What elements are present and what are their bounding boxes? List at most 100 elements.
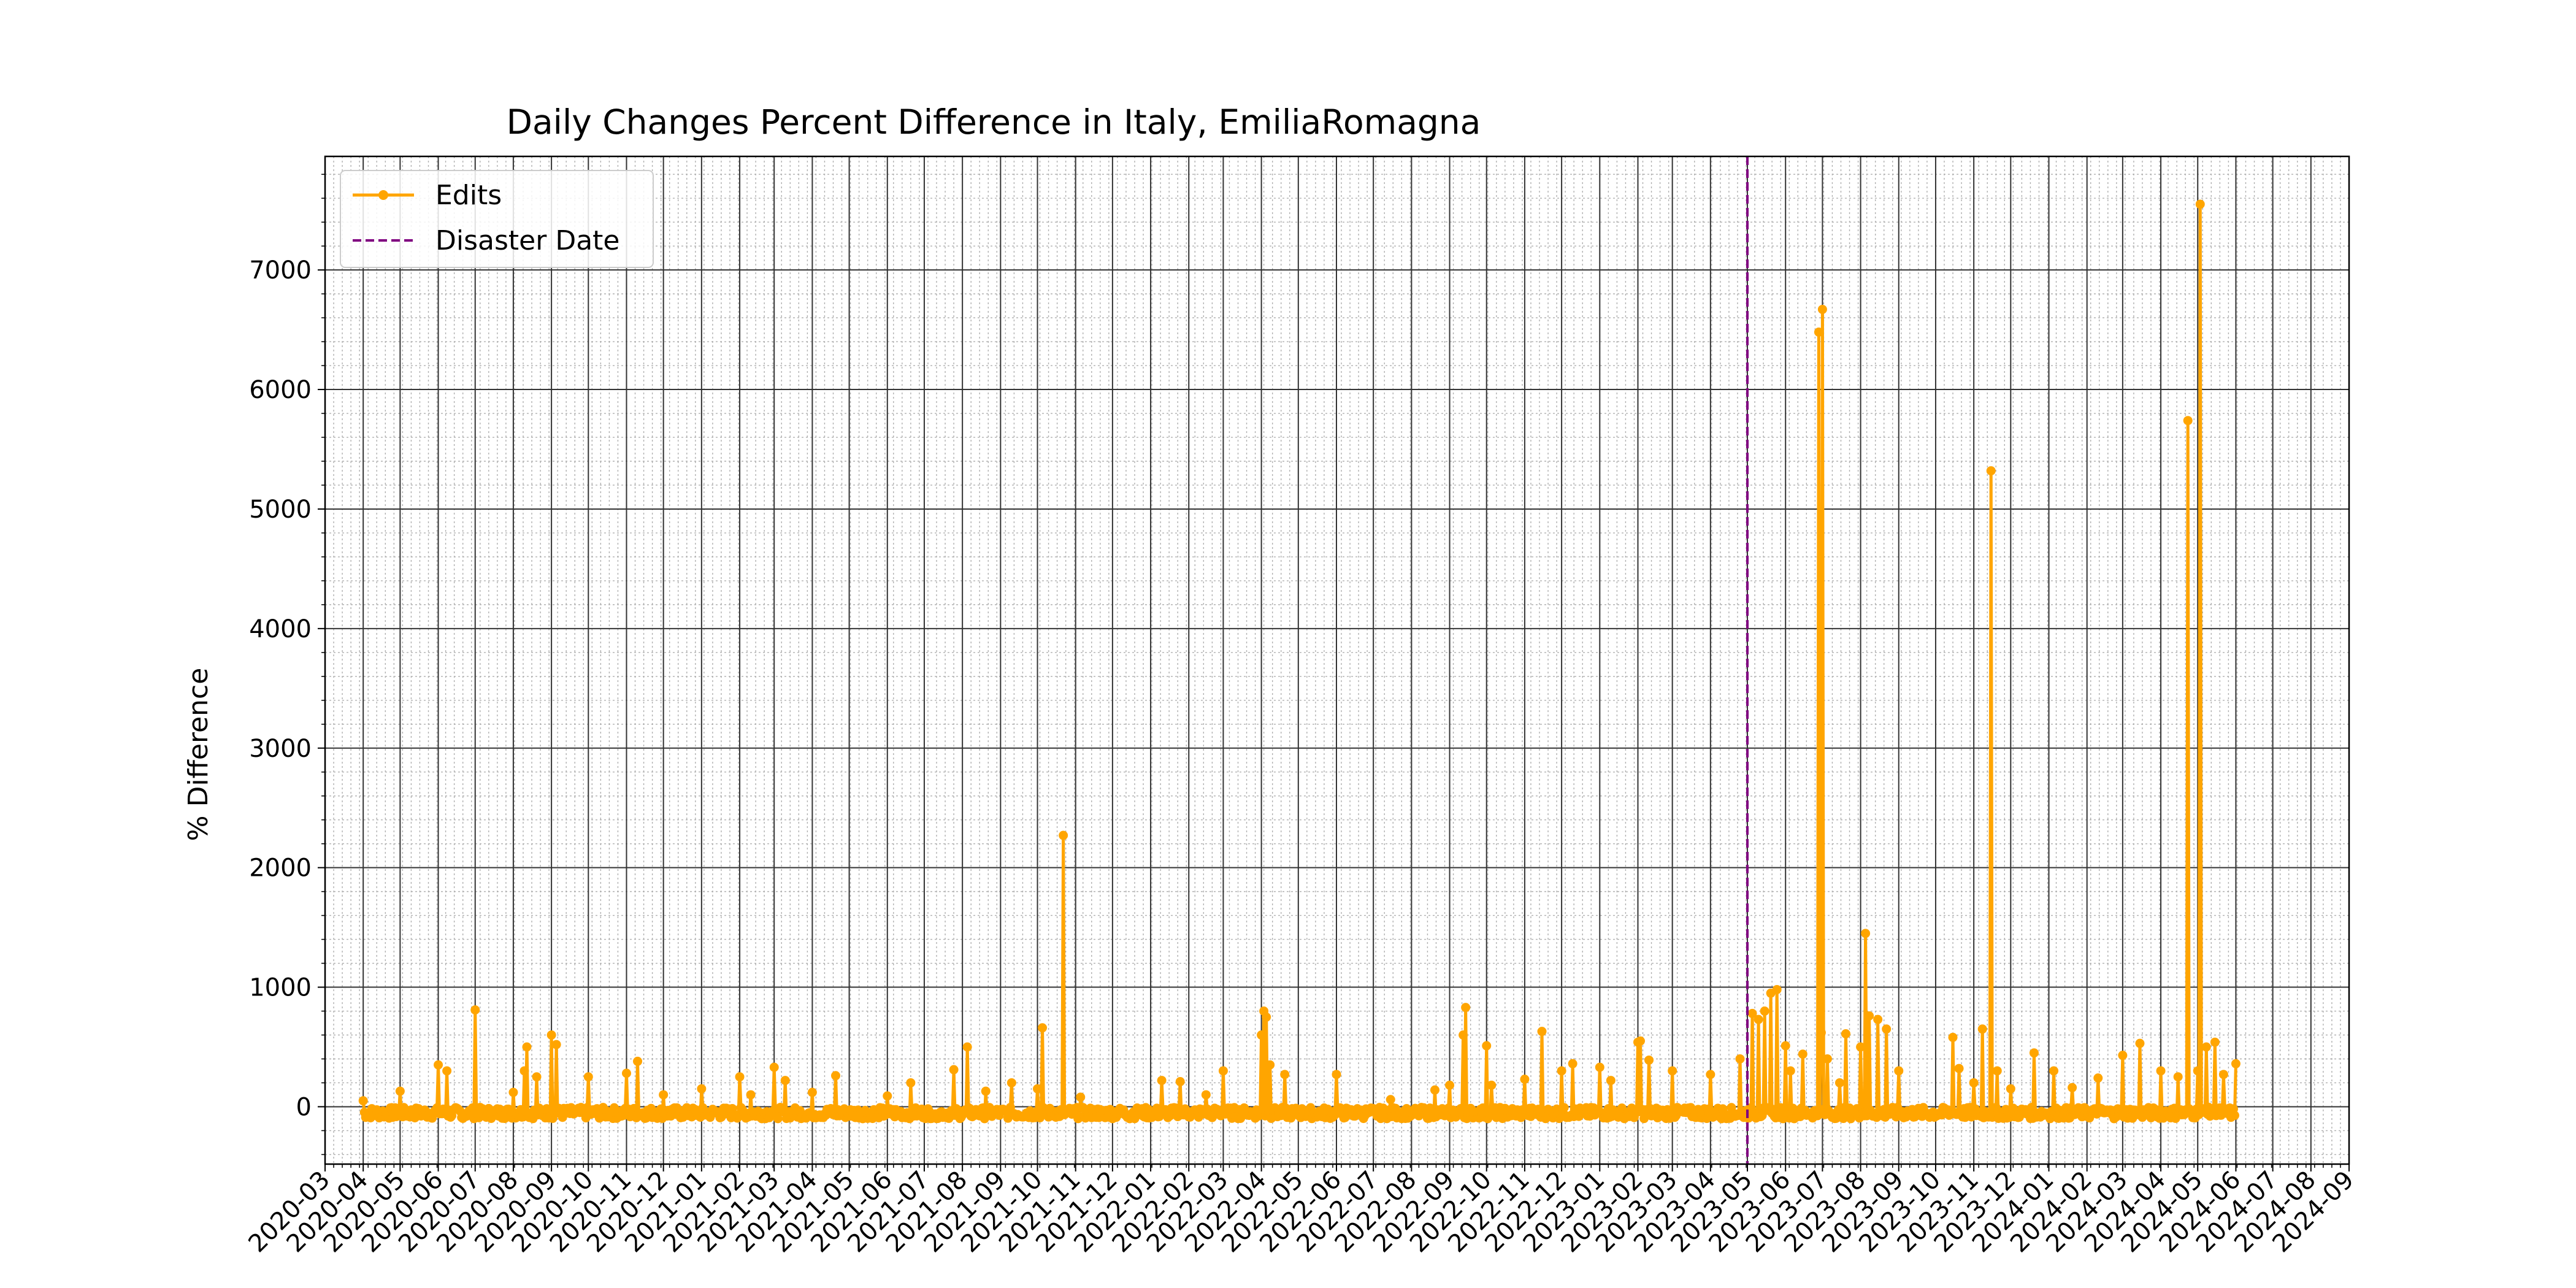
data-point <box>442 1066 452 1076</box>
data-point <box>735 1072 745 1082</box>
data-point <box>1076 1092 1086 1102</box>
data-point <box>659 1090 669 1100</box>
data-point <box>1977 1024 1987 1034</box>
data-point <box>1482 1041 1492 1051</box>
data-point <box>1557 1066 1566 1076</box>
y-tick-label: 3000 <box>249 735 312 763</box>
data-point <box>1841 1029 1851 1039</box>
data-point <box>2006 1084 2015 1094</box>
data-point <box>949 1065 959 1075</box>
data-point <box>1520 1075 1530 1084</box>
data-point <box>1059 830 1068 840</box>
data-point <box>1882 1024 1892 1034</box>
y-tick-label: 5000 <box>249 496 312 524</box>
chart-title: Daily Changes Percent Difference in Ital… <box>507 102 1481 142</box>
data-point <box>583 1072 593 1082</box>
data-point <box>1865 1011 1874 1021</box>
data-point <box>1445 1080 1455 1090</box>
data-point <box>1781 1041 1790 1051</box>
data-point <box>1038 1023 1048 1033</box>
data-point <box>2201 1042 2211 1052</box>
data-point <box>519 1066 529 1076</box>
data-point <box>2156 1066 2166 1076</box>
data-point <box>1157 1076 1167 1086</box>
data-point <box>2173 1072 2183 1082</box>
data-point <box>2183 416 2193 426</box>
data-point <box>2093 1073 2103 1083</box>
data-point <box>1332 1070 1341 1079</box>
data-point <box>697 1084 707 1094</box>
data-point <box>807 1087 817 1097</box>
axes-frame <box>324 155 2350 1165</box>
data-point <box>1834 1078 1844 1087</box>
data-point <box>1668 1066 1677 1076</box>
data-point <box>551 1040 561 1049</box>
data-point <box>1992 1066 2002 1076</box>
data-point <box>773 1114 783 1124</box>
data-point <box>532 1072 542 1082</box>
series-edits <box>358 199 2241 1124</box>
data-point <box>1735 1054 1745 1064</box>
data-point <box>1537 1027 1547 1037</box>
data-point <box>1559 1103 1569 1113</box>
data-point <box>1894 1066 1904 1076</box>
legend-box <box>340 170 654 268</box>
data-point <box>1747 1008 1757 1018</box>
legend: Edits Disaster Date <box>340 170 654 268</box>
data-point <box>1430 1085 1439 1095</box>
data-point <box>746 1090 756 1100</box>
data-point <box>1822 1054 1832 1064</box>
legend-label-disaster: Disaster Date <box>435 225 619 256</box>
y-tick-label: 2000 <box>249 854 312 883</box>
data-point <box>1706 1070 1715 1079</box>
data-point <box>358 1096 368 1106</box>
y-axis-label: % Difference <box>183 668 214 841</box>
data-point <box>1201 1090 1211 1100</box>
data-point <box>831 1071 841 1081</box>
data-point <box>1568 1059 1577 1068</box>
data-point <box>1644 1055 1654 1065</box>
data-point <box>883 1091 892 1101</box>
data-point <box>522 1042 532 1052</box>
data-point <box>633 1056 643 1066</box>
y-tick-label: 7000 <box>249 256 312 285</box>
data-point <box>2135 1038 2145 1048</box>
data-point <box>1856 1042 1866 1052</box>
data-point <box>2229 1111 2239 1121</box>
y-tick-label: 6000 <box>249 376 312 404</box>
data-point <box>470 1005 480 1015</box>
y-axis-ticks: 0 1000 2000 3000 4000 5000 6000 7000 <box>249 174 325 1156</box>
data-point <box>1814 328 1823 337</box>
plot-area: 2020-032020-042020-052020-062020-072020-… <box>243 155 2359 1258</box>
data-point <box>1280 1070 1290 1079</box>
data-point <box>1816 1028 1826 1038</box>
data-point <box>1459 1030 1468 1040</box>
y-tick-label: 1000 <box>249 974 312 1002</box>
data-point <box>981 1086 991 1096</box>
data-point <box>1986 466 1996 476</box>
data-point <box>2049 1066 2059 1076</box>
plot-background <box>325 156 2349 1164</box>
data-point <box>2218 1070 2228 1079</box>
data-point <box>1606 1076 1616 1086</box>
data-point <box>1257 1030 1267 1040</box>
data-point <box>508 1087 518 1097</box>
data-point <box>1948 1032 1958 1042</box>
data-point <box>1487 1080 1497 1090</box>
y-tick-label: 0 <box>296 1093 312 1121</box>
data-point <box>1218 1066 1228 1076</box>
data-point <box>1754 1014 1763 1024</box>
data-point <box>546 1030 556 1040</box>
data-point <box>1785 1066 1795 1076</box>
data-point <box>2029 1048 2039 1058</box>
data-point <box>906 1078 916 1087</box>
data-point <box>2231 1059 2241 1068</box>
legend-label-edits: Edits <box>435 180 502 211</box>
data-point <box>1595 1062 1604 1072</box>
data-point <box>769 1062 779 1072</box>
data-point <box>1798 1049 1807 1059</box>
data-point <box>1817 304 1827 314</box>
data-point <box>1636 1036 1645 1046</box>
data-point <box>2068 1083 2077 1092</box>
